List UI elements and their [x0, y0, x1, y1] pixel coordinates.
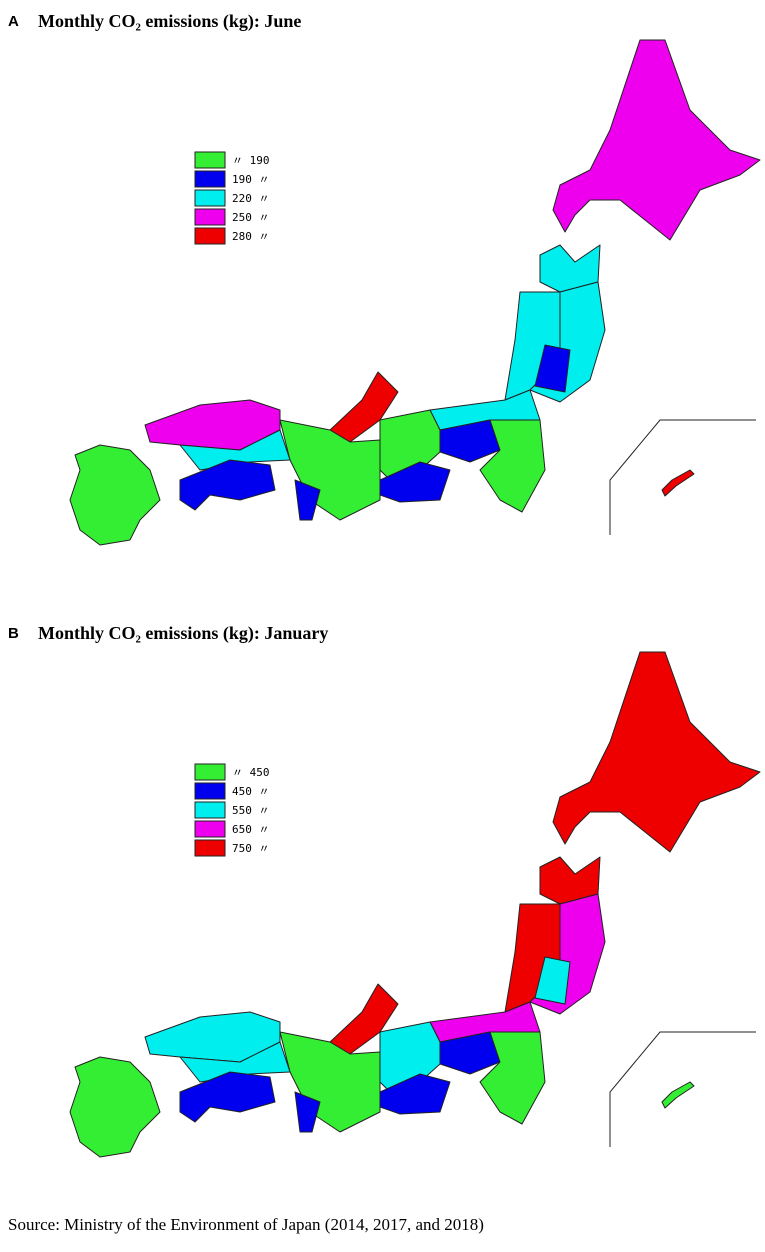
prefecture-region [279, 419, 381, 521]
legend-swatch [194, 820, 226, 838]
prefecture-region [479, 419, 546, 513]
prefecture-region [552, 39, 761, 241]
prefecture-region [294, 479, 321, 521]
panel-label: B [8, 625, 19, 642]
okinawa-inset-frame [609, 1031, 756, 1147]
source-note: Source: Ministry of the Environment of J… [8, 1215, 484, 1234]
prefecture-region [179, 459, 276, 511]
prefecture-region [179, 429, 291, 471]
legend-label: 〃 450 [232, 766, 270, 779]
prefecture-region [379, 409, 441, 491]
legend-label: 650 〃 [232, 823, 270, 836]
prefecture-region [661, 1081, 695, 1109]
legend-swatch [194, 782, 226, 800]
legend-label: 220 〃 [232, 192, 270, 205]
prefecture-region [379, 1021, 441, 1103]
legend-label: 750 〃 [232, 842, 270, 855]
legend-swatch [194, 170, 226, 188]
prefecture-region [661, 469, 695, 497]
legend-label: 250 〃 [232, 211, 270, 224]
japan-map [69, 651, 761, 1158]
legend-swatch [194, 151, 226, 169]
map-panel: B Monthly CO₂ emissions (kg): January 〃 45… [8, 623, 761, 1158]
legend-label: 450 〃 [232, 785, 270, 798]
legend-swatch [194, 227, 226, 245]
map-panel: A Monthly CO₂ emissions (kg): June 〃 190 19… [8, 11, 761, 546]
prefecture-region [534, 956, 571, 1005]
legend-swatch [194, 208, 226, 226]
prefecture-region [179, 1041, 291, 1083]
legend-swatch [194, 801, 226, 819]
panel-title: Monthly CO₂ emissions (kg): January [38, 623, 328, 644]
prefecture-region [479, 1031, 546, 1125]
legend-label: 〃 190 [232, 154, 270, 167]
prefecture-region [539, 244, 601, 293]
japan-map [69, 39, 761, 546]
legend-label: 280 〃 [232, 230, 270, 243]
panel-label: A [8, 13, 19, 30]
okinawa-inset-frame [609, 419, 756, 535]
panel-title: Monthly CO₂ emissions (kg): June [38, 11, 301, 32]
legend-label: 190 〃 [232, 173, 270, 186]
legend-swatch [194, 839, 226, 857]
prefecture-region [539, 856, 601, 905]
prefecture-region [179, 1071, 276, 1123]
legend-swatch [194, 189, 226, 207]
prefecture-region [69, 444, 161, 546]
prefecture-region [279, 1031, 381, 1133]
prefecture-region [552, 651, 761, 853]
prefecture-region [69, 1056, 161, 1158]
prefecture-region [534, 344, 571, 393]
prefecture-region [294, 1091, 321, 1133]
legend-label: 550 〃 [232, 804, 270, 817]
legend-swatch [194, 763, 226, 781]
